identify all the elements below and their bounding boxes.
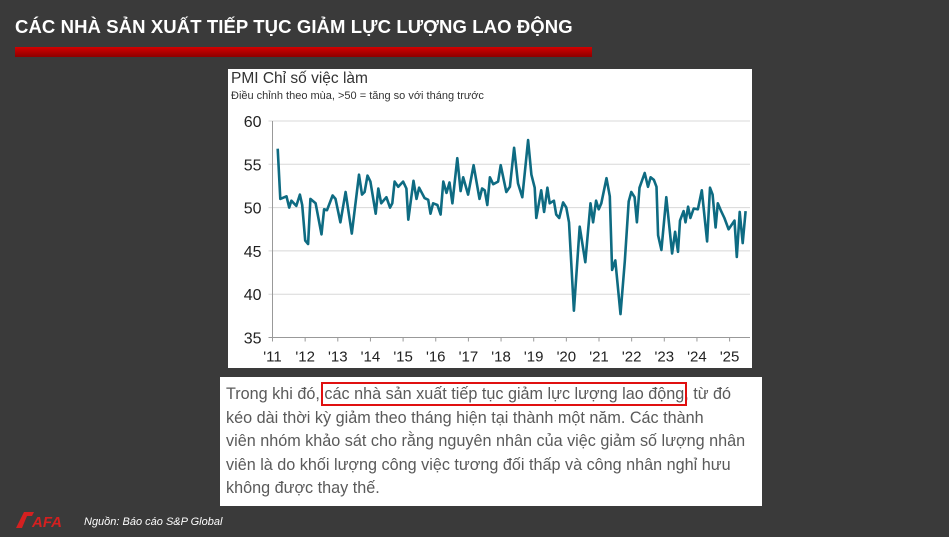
x-tick-label: '15 bbox=[393, 349, 413, 366]
x-tick-label: '14 bbox=[361, 349, 381, 366]
line2: kéo dài thời kỳ giảm theo tháng hiện tại… bbox=[226, 408, 704, 427]
line3: viên nhóm khảo sát cho rằng nguyên nhân … bbox=[226, 432, 746, 451]
line1-post: , từ đó bbox=[684, 385, 732, 403]
highlighted-phrase: các nhà sản xuất tiếp tục giảm lực lượng… bbox=[321, 382, 688, 406]
slide-title: CÁC NHÀ SẢN XUẤT TIẾP TỤC GIẢM LỰC LƯỢNG… bbox=[15, 16, 573, 37]
x-tick-label: '18 bbox=[491, 349, 511, 366]
x-tick-label: '22 bbox=[622, 349, 642, 366]
line4: viên là do khối lượng công việc tương đố… bbox=[226, 455, 731, 474]
x-tick-label: '16 bbox=[426, 349, 446, 366]
line1-pre: Trong khi đó, bbox=[226, 385, 325, 403]
svg-text:AFA: AFA bbox=[31, 514, 62, 531]
x-tick-label: '17 bbox=[459, 349, 479, 366]
y-tick-label: 35 bbox=[244, 331, 262, 348]
x-tick-label: '21 bbox=[589, 349, 609, 366]
chart-title: PMI Chỉ số việc làm bbox=[231, 70, 368, 87]
y-tick-label: 40 bbox=[244, 287, 262, 304]
safa-logo: AFA bbox=[12, 506, 76, 537]
title-underline-bar bbox=[15, 47, 592, 57]
x-tick-label: '13 bbox=[328, 349, 348, 366]
x-tick-label: '12 bbox=[295, 349, 315, 366]
x-tick-label: '19 bbox=[524, 349, 544, 366]
description-box: Trong khi đó, các nhà sản xuất tiếp tục … bbox=[220, 377, 762, 506]
chart-plot: 35 40 45 50 55 60 '11 '12 '13 '14 '15 '16 '17 '18 '19 '… bbox=[244, 114, 750, 366]
y-tick-label: 55 bbox=[244, 157, 262, 174]
x-tick-label: '23 bbox=[655, 349, 675, 366]
y-tick-label: 50 bbox=[244, 201, 262, 218]
logo-icon: AFA bbox=[16, 512, 62, 531]
chart-subtitle: Điều chỉnh theo mùa, >50 = tăng so với t… bbox=[231, 90, 484, 102]
chart-panel: PMI Chỉ số việc làm Điều chỉnh theo mùa,… bbox=[228, 69, 752, 368]
x-tick-label: '25 bbox=[720, 349, 740, 366]
y-tick-label: 60 bbox=[244, 114, 262, 131]
y-tick-label: 45 bbox=[244, 244, 262, 261]
x-tick-label: '24 bbox=[687, 349, 707, 366]
line5: không được thay thế. bbox=[226, 479, 380, 498]
series-line-pmi-employment bbox=[276, 138, 747, 316]
description-text: Trong khi đó, các nhà sản xuất tiếp tục … bbox=[226, 382, 746, 501]
source-note: Nguồn: Báo cáo S&P Global bbox=[84, 516, 223, 528]
x-tick-label: '11 bbox=[263, 349, 281, 366]
x-tick-label: '20 bbox=[557, 349, 577, 366]
